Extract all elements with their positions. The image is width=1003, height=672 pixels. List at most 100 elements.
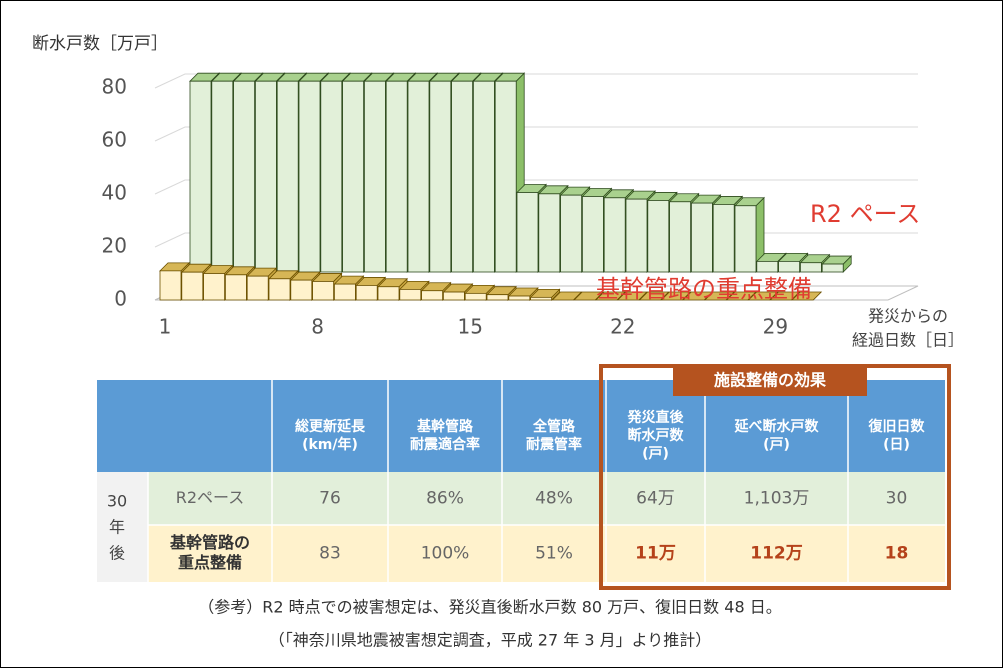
column-header: 全管路 (532, 418, 576, 435)
y-tick-label: 60 (102, 128, 127, 152)
cell: 86% (426, 489, 464, 509)
bar-front (421, 290, 444, 301)
column-header: 基幹管路 (417, 418, 474, 435)
bar-front (778, 260, 800, 273)
bar-front (516, 192, 539, 273)
bar (551, 291, 583, 301)
bar (725, 291, 757, 301)
bar (704, 291, 735, 301)
bar-front (821, 263, 844, 273)
bar-front (385, 80, 408, 273)
note: （参考）R2 時点での被害想定は、発災直後断水戸数 80 万戸、復旧日数 48 … (198, 598, 781, 617)
bar (638, 291, 670, 301)
bar-front (625, 198, 648, 273)
bar-front (290, 279, 313, 301)
bar-front (320, 80, 343, 273)
column-header: 耐震適合率 (410, 436, 480, 453)
bar (573, 291, 605, 301)
group-label: 施設整備の効果 (714, 371, 826, 390)
bar-top (791, 291, 823, 301)
grid-line (154, 73, 918, 89)
bar-front (712, 204, 735, 273)
bar-front (159, 270, 182, 301)
row-group-bg (97, 472, 148, 582)
row-label: 基幹管路の (169, 533, 250, 552)
bar-front (800, 262, 822, 273)
bar-front (312, 281, 335, 301)
grid-line (154, 126, 918, 142)
bar (616, 291, 648, 301)
bar-front (538, 193, 561, 273)
cell: 76 (319, 489, 341, 509)
x-tick-label: 22 (610, 315, 635, 339)
bar-front (355, 285, 378, 301)
column-header: (戸) (642, 446, 669, 462)
column-header: 復旧日数 (868, 418, 926, 435)
bar-front (451, 80, 474, 273)
y-tick-label: 80 (102, 75, 127, 99)
bar-front (669, 201, 691, 273)
cell: 83 (319, 544, 341, 564)
cell: 11万 (635, 544, 676, 564)
cell: 30 (886, 489, 908, 509)
bar (769, 291, 801, 301)
bar-top (573, 291, 605, 301)
column-header: (戸) (763, 437, 790, 453)
cell: 1,103万 (744, 489, 810, 509)
bar-top (725, 291, 757, 301)
bar-front (268, 278, 291, 301)
y-tick-label: 40 (102, 181, 127, 205)
bar-front (508, 295, 531, 301)
row-bg (148, 472, 945, 525)
bar-front (224, 274, 247, 301)
column-header: 発災直後 (627, 409, 685, 426)
series-label: R2 ペース (810, 200, 920, 228)
x-tick-label: 8 (311, 315, 324, 339)
row-label: 重点整備 (178, 553, 242, 572)
bar-front (298, 80, 321, 273)
column-header: 延べ断水戸数 (734, 418, 820, 435)
bar-top (551, 291, 583, 301)
bar (791, 291, 823, 301)
bar-front (442, 291, 465, 301)
bar-top (704, 291, 735, 301)
bar (747, 291, 779, 301)
cell: 64万 (636, 489, 675, 509)
bar-front (734, 205, 757, 273)
row-group-label: 年 (109, 518, 125, 537)
x-tick-label: 1 (159, 315, 172, 339)
column-header: 耐震管率 (526, 436, 582, 453)
bar-top (747, 291, 779, 301)
bar-front (254, 80, 277, 273)
bar-front (333, 283, 356, 301)
bar-front (377, 286, 400, 301)
bar-front (494, 80, 517, 273)
bar (529, 288, 561, 301)
bar-top (660, 291, 692, 301)
bar-front (472, 80, 495, 273)
row-label: R2ペース (176, 488, 245, 507)
bar-front (560, 194, 582, 273)
column-header: 総更新延長 (295, 418, 366, 435)
bar-top (769, 291, 801, 301)
bar-front (464, 292, 487, 301)
bar-front (691, 202, 713, 273)
column-header: (日) (883, 437, 910, 453)
bar-front (276, 80, 299, 273)
cell: 100% (421, 544, 470, 564)
bar-top (616, 291, 648, 301)
bar (660, 291, 692, 301)
bar-front (647, 200, 670, 273)
grid-line (154, 179, 918, 195)
bar-front (603, 197, 626, 273)
bar-top (638, 291, 670, 301)
y-tick-label: 0 (114, 287, 127, 311)
bar-front (407, 80, 430, 273)
note: （「神奈川県地震被害想定調査，平成 27 年 3 月」より推計） (269, 631, 712, 650)
group-label-bg (673, 366, 867, 396)
bar-top (682, 291, 714, 301)
x-tick-label: 29 (763, 315, 788, 339)
